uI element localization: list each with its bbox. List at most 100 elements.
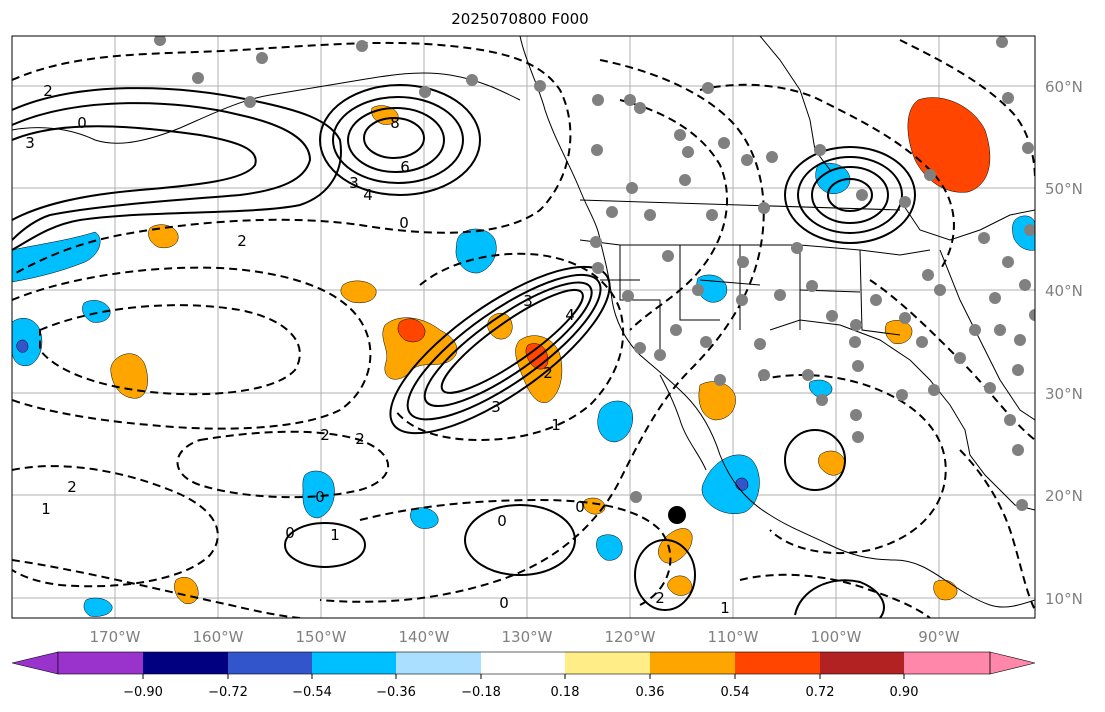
colorbar-tick-label: −0.18 [461,685,501,700]
station-dot [928,384,940,396]
negative-anomaly-region [12,318,43,366]
contour-label: 0 [285,524,295,542]
station-dot [736,294,748,306]
station-dot [654,349,666,361]
contour-label: 1 [330,526,340,544]
colorbar-segment [735,652,820,674]
colorbar-tick-label: 0.72 [806,685,835,700]
station-dot [1002,92,1014,104]
contour-label: 3 [491,398,501,416]
station-dot [534,80,546,92]
longitude-label: 100°W [811,628,862,646]
colorbar-segment [143,652,228,674]
station-dot [591,144,603,156]
station-dot [1012,364,1024,376]
colorbar-segment [650,652,735,674]
positive-anomaly-region [174,577,199,604]
station-dot [244,96,256,108]
station-dot [924,169,936,181]
station-dot [774,289,786,301]
station-dot [630,491,642,503]
contour-label: 4 [565,306,575,324]
station-dot [899,312,911,324]
positive-anomaly-region [933,579,958,601]
colorbar-segment [820,652,904,674]
contour-label: 4 [363,186,373,204]
station-dot [916,336,928,348]
station-dot [741,154,753,166]
latitude-label: 60°N [1045,78,1083,96]
contour-label: 2 [67,478,77,496]
longitude-label: 130°W [502,628,553,646]
station-dot [706,209,718,221]
longitude-label: 110°W [708,628,759,646]
negative-anomaly-region [597,400,633,443]
station-dot [644,209,656,221]
negative-anomaly-region [12,231,101,283]
colorbar-tick-label: 0.90 [890,685,919,700]
negative-anomaly-region [83,597,113,617]
station-dot [662,250,674,262]
contour-label: 8 [390,114,400,132]
station-dot [356,40,368,52]
positive-anomaly-region [885,320,913,344]
longitude-label: 140°W [399,628,450,646]
negative-anomaly-region [596,534,623,561]
colorbar-segment [904,652,990,674]
station-dot [634,342,646,354]
contour-label: 6 [400,158,410,176]
station-dot [1016,499,1028,511]
station-dot [899,196,911,208]
dashed-contours [12,39,1035,618]
colorbar-segment [312,652,396,674]
negative-anomaly-region [735,477,749,491]
longitude-label: 150°W [296,628,347,646]
station-dot [1019,279,1031,291]
latitude-label: 10°N [1045,590,1083,608]
longitude-labels: 170°W 160°W 150°W 140°W 130°W 120°W 110°W 100°W… [90,628,960,646]
positive-anomaly-region [698,381,736,421]
station-dot [870,294,882,306]
station-dot [816,394,828,406]
colorbar-frame [57,651,991,675]
station-dot [758,202,770,214]
negative-anomaly-region [701,454,760,514]
colorbar-tick-label: 0.18 [551,685,580,700]
station-dot [682,146,694,158]
station-dot [592,262,604,274]
contour-label: 0 [499,594,509,612]
contour-label: 0 [315,488,325,506]
station-dot [922,269,934,281]
station-dot [758,369,770,381]
station-dot [670,324,682,336]
negative-anomaly-region [809,379,833,397]
negative-anomaly-region [16,339,29,353]
station-dot [806,280,818,292]
positive-anomaly-region [583,497,606,515]
station-dot [791,242,803,254]
station-dot [814,144,826,156]
contour-label: 0 [497,512,507,530]
station-dot [714,374,726,386]
longitude-label: 90°W [918,628,960,646]
station-dot [754,338,766,350]
station-dot [852,360,864,372]
station-dot [718,137,730,149]
longitude-label: 120°W [605,628,656,646]
colorbar-segment [989,651,1036,675]
station-dot [1024,224,1035,236]
negative-anomaly-region [410,507,439,529]
station-dot [622,290,634,302]
latitude-label: 30°N [1045,385,1083,403]
negative-anomaly-region [302,470,335,519]
contour-label: 1 [551,416,561,434]
station-markers [154,36,1035,511]
station-dot [1014,334,1026,346]
station-dot [766,151,778,163]
station-dot [634,102,646,114]
contour-label: 0 [77,114,87,132]
colorbar-segment [396,652,481,674]
station-dot [802,369,814,381]
